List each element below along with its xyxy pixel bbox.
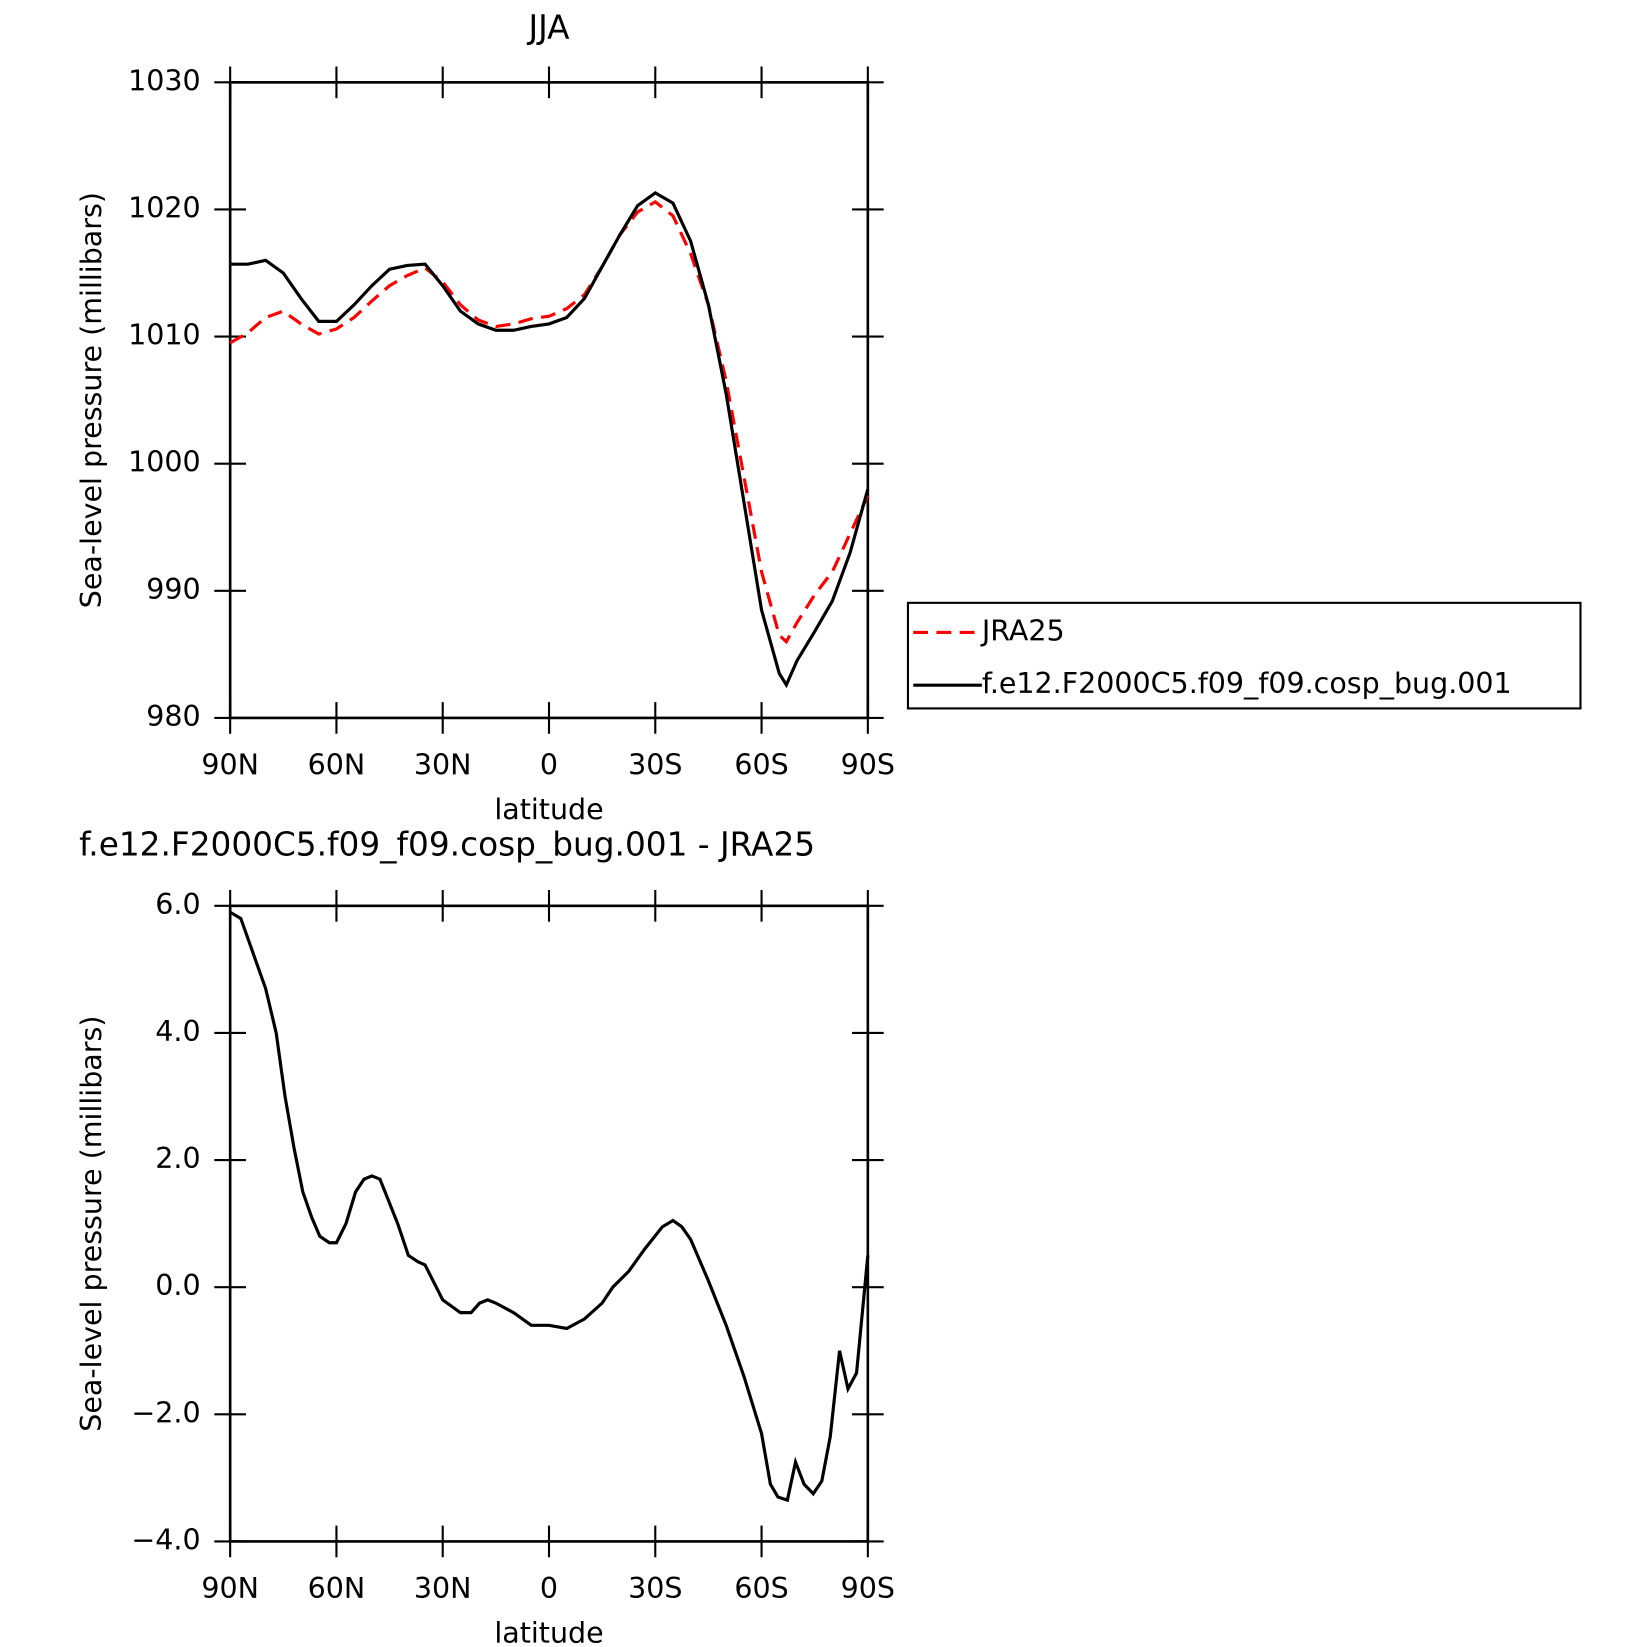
x-tick-label: 90S bbox=[841, 748, 895, 781]
y-axis-label: Sea-level pressure (millibars) bbox=[75, 1016, 108, 1432]
legend-label: JRA25 bbox=[980, 614, 1065, 647]
y-axis-label: Sea-level pressure (millibars) bbox=[75, 192, 108, 608]
x-axis-label: latitude bbox=[494, 793, 603, 826]
x-tick-label: 30N bbox=[414, 748, 472, 781]
plot-frame bbox=[228, 904, 870, 1543]
y-tick-label: −4.0 bbox=[131, 1523, 200, 1556]
x-tick-label: 60S bbox=[734, 1572, 788, 1605]
y-tick-label: 980 bbox=[146, 700, 200, 733]
x-tick-label: 0 bbox=[540, 1572, 558, 1605]
data-line bbox=[229, 199, 870, 645]
y-tick-label: 4.0 bbox=[155, 1015, 200, 1048]
chart-title: f.e12.F2000C5.f09_f09.cosp_bug.001 - JRA… bbox=[79, 826, 815, 864]
legend-label: f.e12.F2000C5.f09_f09.cosp_bug.001 bbox=[982, 667, 1512, 700]
y-tick-label: 1000 bbox=[128, 446, 201, 479]
x-tick-label: 90N bbox=[201, 1572, 259, 1605]
x-tick-label: 30S bbox=[628, 748, 682, 781]
y-tick-label: 6.0 bbox=[155, 888, 200, 921]
x-tick-label: 90S bbox=[841, 1572, 895, 1605]
y-tick-label: 990 bbox=[146, 573, 200, 606]
x-tick-label: 60N bbox=[308, 1572, 366, 1605]
y-tick-label: 1010 bbox=[128, 319, 201, 352]
x-tick-label: 0 bbox=[540, 748, 558, 781]
x-tick-label: 90N bbox=[201, 748, 259, 781]
legend-box bbox=[906, 601, 1582, 710]
data-line bbox=[229, 910, 870, 1503]
x-tick-label: 60S bbox=[734, 748, 788, 781]
plot-frame bbox=[228, 81, 870, 720]
x-tick-label: 60N bbox=[308, 748, 366, 781]
y-tick-label: 1020 bbox=[128, 191, 201, 224]
x-axis-label: latitude bbox=[494, 1616, 603, 1647]
x-tick-label: 30N bbox=[414, 1572, 472, 1605]
y-tick-label: 0.0 bbox=[155, 1269, 200, 1302]
y-tick-label: 1030 bbox=[128, 64, 201, 97]
data-line bbox=[230, 191, 870, 689]
chart-title: JJA bbox=[526, 9, 570, 47]
x-tick-label: 30S bbox=[628, 1572, 682, 1605]
y-tick-label: −2.0 bbox=[131, 1396, 200, 1429]
y-tick-label: 2.0 bbox=[155, 1142, 200, 1175]
